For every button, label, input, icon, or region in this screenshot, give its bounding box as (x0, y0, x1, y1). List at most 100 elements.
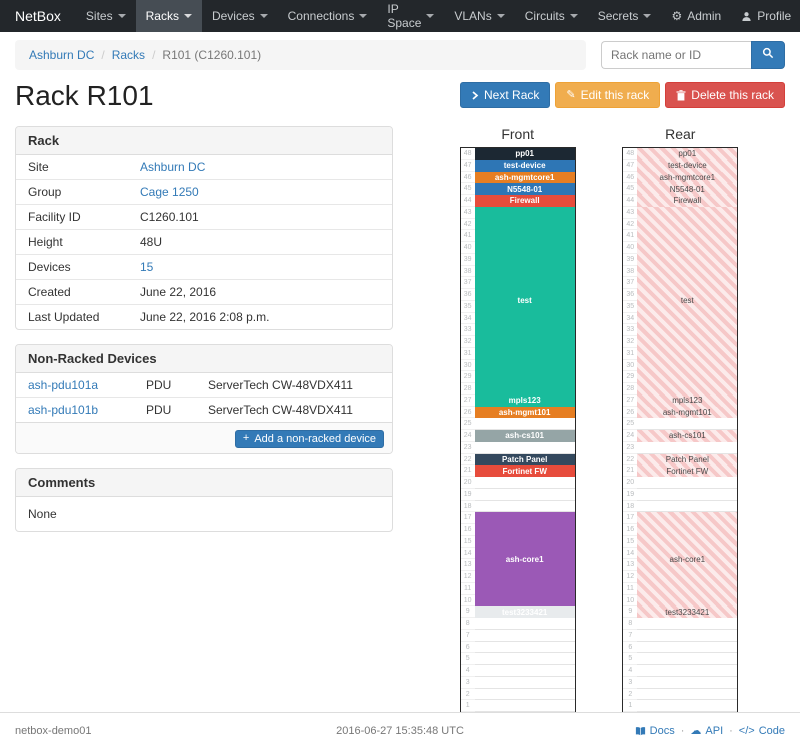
unit-number: 15 (460, 536, 475, 548)
rack-device-test3233421[interactable]: test3233421 (474, 606, 575, 618)
rack-device-ash-mgmt101[interactable]: ash-mgmt101 (474, 406, 575, 419)
nav-item-racks[interactable]: Racks (135, 0, 202, 32)
rack-device-firewall[interactable]: Firewall (637, 195, 738, 207)
rack-device-firewall[interactable]: Firewall (474, 195, 575, 207)
nav-item-circuits[interactable]: Circuits (515, 0, 588, 32)
next-rack-button[interactable]: Next Rack (460, 82, 551, 108)
unit-number: 17 (623, 512, 638, 524)
nav-item-devices[interactable]: Devices (202, 0, 278, 32)
empty-unit (637, 689, 738, 701)
device-link[interactable]: ash-pdu101a (28, 378, 99, 392)
add-nonracked-device-button[interactable]: + Add a non-racked device (234, 429, 384, 448)
unit-number: 40 (460, 242, 475, 254)
nav-item-label: VLANs (454, 9, 492, 23)
device-label: mpls123 (672, 396, 703, 406)
footer-link-label: Docs (649, 725, 675, 737)
rack-device-test[interactable]: test (637, 206, 738, 395)
page-title: Rack R101 (15, 80, 154, 111)
rack-unit-numbers: 48 47 46 45 44 43 42 41 40 39 38 37 36 35 34 33 32 31 30 29… (623, 148, 638, 712)
breadcrumb-site-link[interactable]: Ashburn DC (29, 48, 95, 62)
attribute-link[interactable]: Ashburn DC (140, 160, 206, 174)
rack-device-ash-core1[interactable]: ash-core1 (637, 512, 738, 607)
unit-number: 9 (460, 606, 475, 618)
unit-number: 34 (623, 313, 638, 325)
rack-actions: Next Rack ✎ Edit this rack Delete this r… (460, 82, 785, 108)
unit-number: 20 (460, 477, 475, 489)
rack-device-patch-panel[interactable]: Patch Panel (474, 453, 575, 466)
left-column: Rack Site Ashburn DC Group Cage 1250 Facilit… (15, 126, 393, 546)
rack-device-ash-cs101[interactable]: ash-cs101 (637, 430, 738, 442)
rack-device-n5548-01[interactable]: N5548-01 (474, 183, 575, 195)
rack-device-pp01[interactable]: pp01 (637, 148, 738, 160)
unit-number: 47 (460, 160, 475, 172)
unit-number: 14 (460, 548, 475, 560)
plus-icon: + (242, 432, 250, 444)
attribute-value: Cage 1250 (128, 180, 392, 204)
footer-link-code[interactable]: </> Code (739, 725, 785, 737)
search-button[interactable] (751, 41, 785, 69)
empty-unit (637, 653, 738, 665)
unit-number: 36 (460, 289, 475, 301)
nav-item-secrets[interactable]: Secrets (588, 0, 662, 32)
brand-logo[interactable]: NetBox (15, 8, 61, 24)
rack-device-fortinet-fw[interactable]: Fortinet FW (637, 465, 738, 477)
rack-device-mpls123[interactable]: mpls123 (637, 394, 738, 407)
rack-device-patch-panel[interactable]: Patch Panel (637, 453, 738, 466)
rack-device-ash-core1[interactable]: ash-core1 (474, 512, 575, 607)
rack-device-mpls123[interactable]: mpls123 (474, 394, 575, 407)
footer-link-api[interactable]: ☁ API (690, 725, 723, 737)
empty-unit (637, 618, 738, 630)
chevron-down-icon (496, 14, 505, 18)
rack-device-ash-mgmtcore1[interactable]: ash-mgmtcore1 (637, 171, 738, 184)
unit-number: 48 (460, 148, 475, 160)
unit-number: 30 (460, 360, 475, 372)
unit-number: 39 (623, 254, 638, 266)
nav-item-vlans[interactable]: VLANs (444, 0, 514, 32)
device-label: test3233421 (501, 607, 548, 617)
attribute-link[interactable]: Cage 1250 (140, 185, 199, 199)
device-label: test-device (503, 161, 546, 171)
unit-number: 29 (460, 371, 475, 383)
unit-number: 8 (460, 618, 475, 630)
attribute-link[interactable]: 15 (140, 260, 154, 274)
empty-unit (474, 618, 575, 630)
search-input[interactable] (601, 41, 751, 69)
rack-attribute-row: Group Cage 1250 (16, 179, 392, 204)
rack-device-ash-mgmtcore1[interactable]: ash-mgmtcore1 (474, 171, 575, 184)
rack-device-n5548-01[interactable]: N5548-01 (637, 183, 738, 195)
rack-device-fortinet-fw[interactable]: Fortinet FW (474, 465, 575, 477)
unit-number: 37 (460, 277, 475, 289)
device-label: Firewall (673, 196, 702, 206)
nav-admin[interactable]: ⚙ Admin (661, 0, 731, 32)
page-head: Next Rack ✎ Edit this rack Delete this r… (15, 80, 785, 112)
rack-device-test[interactable]: test (474, 206, 575, 395)
device-link[interactable]: ash-pdu101b (28, 403, 99, 417)
nav-item-sites[interactable]: Sites (76, 0, 136, 32)
edit-rack-button[interactable]: ✎ Edit this rack (555, 82, 661, 108)
chevron-down-icon (117, 14, 126, 18)
delete-rack-button[interactable]: Delete this rack (665, 82, 785, 108)
unit-number: 18 (460, 501, 475, 513)
rack-device-test-device[interactable]: test-device (637, 159, 738, 172)
unit-number: 22 (623, 454, 638, 466)
unit-number: 43 (623, 207, 638, 219)
nav-item-connections[interactable]: Connections (278, 0, 378, 32)
rack-device-test-device[interactable]: test-device (474, 159, 575, 172)
unit-number: 25 (623, 418, 638, 430)
rack-device-ash-mgmt101[interactable]: ash-mgmt101 (637, 406, 738, 419)
unit-number: 47 (623, 160, 638, 172)
unit-number: 5 (623, 653, 638, 665)
unit-number: 12 (623, 571, 638, 583)
empty-unit (637, 665, 738, 677)
nav-item-ip-space[interactable]: IP Space (377, 0, 444, 32)
nav-profile[interactable]: Profile (731, 0, 800, 32)
rack-device-pp01[interactable]: pp01 (474, 148, 575, 160)
gear-icon: ⚙ (671, 9, 683, 23)
rack-device-test3233421[interactable]: test3233421 (637, 606, 738, 618)
device-label: pp01 (515, 149, 534, 159)
rack-device-ash-cs101[interactable]: ash-cs101 (474, 430, 575, 442)
breadcrumb-racks-link[interactable]: Racks (111, 48, 146, 62)
footer-link-docs[interactable]: Docs (635, 725, 675, 737)
unit-number: 17 (460, 512, 475, 524)
empty-unit (474, 665, 575, 677)
